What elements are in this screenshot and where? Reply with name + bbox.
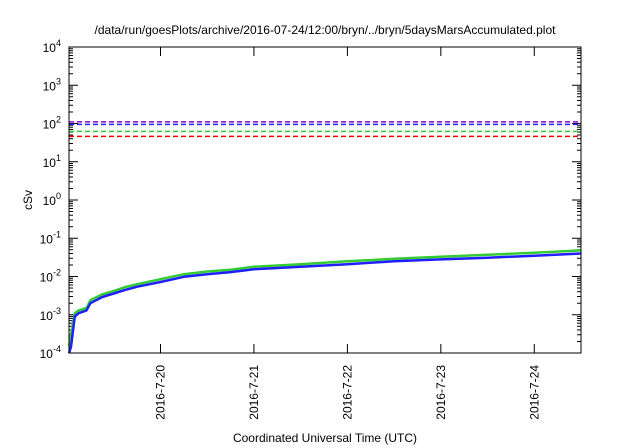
y-tick-label: 101 xyxy=(43,153,61,170)
y-tick-label: 102 xyxy=(43,115,61,132)
x-tick-label: 2016-7-21 xyxy=(247,365,261,420)
plot-frame xyxy=(68,46,582,354)
y-tick-label: 104 xyxy=(43,38,61,55)
plot-area xyxy=(67,121,582,354)
x-tick-label: 2016-7-20 xyxy=(153,365,167,420)
y-tick-label: 10-1 xyxy=(40,229,61,246)
y-tick-label: 10-4 xyxy=(40,344,61,361)
y-tick-label: 103 xyxy=(43,76,61,93)
y-tick-label: 10-2 xyxy=(40,268,61,285)
series-accumulated-line xyxy=(67,252,582,354)
y-axis: 104 103 102 101 100 10-1 10-2 10-3 10-4 xyxy=(40,38,581,361)
chart-title: /data/run/goesPlots/archive/2016-07-24/1… xyxy=(95,23,557,37)
x-axis-label: Coordinated Universal Time (UTC) xyxy=(233,431,417,445)
x-tick-label: 2016-7-24 xyxy=(527,365,541,420)
x-axis: 2016-7-20 2016-7-21 2016-7-22 2016-7-23 2016… xyxy=(153,47,541,420)
y-tick-label: 10-3 xyxy=(40,306,61,323)
x-tick-label: 2016-7-23 xyxy=(434,365,448,420)
y-axis-label: cSv xyxy=(21,190,35,210)
y-tick-label: 100 xyxy=(43,191,61,208)
x-tick-label: 2016-7-22 xyxy=(340,365,354,420)
